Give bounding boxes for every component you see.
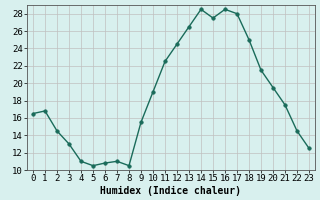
X-axis label: Humidex (Indice chaleur): Humidex (Indice chaleur) xyxy=(100,186,242,196)
